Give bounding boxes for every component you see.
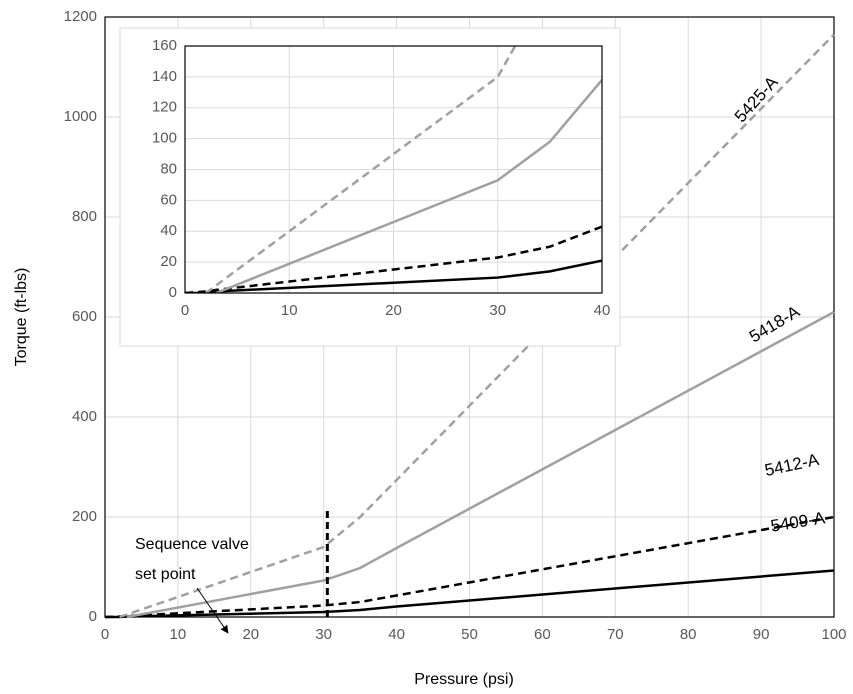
- y-tick-label: 0: [169, 284, 177, 301]
- series-label: 5425-A: [731, 72, 782, 126]
- series-line: [185, 259, 602, 293]
- x-tick-label: 40: [594, 302, 611, 319]
- y-tick-label: 160: [152, 37, 177, 54]
- x-tick-label: 10: [281, 302, 298, 319]
- y-tick-label: 0: [89, 608, 97, 625]
- annotation-text: Sequence valve: [135, 536, 249, 553]
- x-tick-label: 40: [388, 626, 405, 643]
- x-tick-label: 90: [753, 626, 770, 643]
- y-tick-label: 600: [72, 308, 97, 325]
- y-tick-label: 100: [152, 130, 177, 147]
- y-tick-label: 120: [152, 99, 177, 116]
- series-line: [215, 78, 602, 293]
- y-tick-label: 200: [72, 508, 97, 525]
- y-tick-label: 400: [72, 408, 97, 425]
- x-tick-label: 20: [242, 626, 259, 643]
- x-tick-label: 70: [607, 626, 624, 643]
- series-line: [119, 33, 835, 619]
- y-tick-label: 40: [160, 222, 177, 239]
- inset-border: [184, 45, 603, 294]
- x-tick-label: 10: [170, 626, 187, 643]
- plot-border: [104, 16, 835, 618]
- y-tick-label: 80: [160, 160, 177, 177]
- annotation-text: set point: [135, 566, 196, 583]
- y-tick-label: 800: [72, 208, 97, 225]
- x-tick-label: 80: [680, 626, 697, 643]
- y-tick-label: 1000: [64, 108, 97, 125]
- x-tick-label: 30: [315, 626, 332, 643]
- x-tick-label: 50: [461, 626, 478, 643]
- x-tick-label: 0: [101, 626, 109, 643]
- annotation-arrow: [196, 587, 229, 634]
- x-tick-label: 30: [489, 302, 506, 319]
- series-line: [126, 310, 835, 619]
- y-axis-label: Torque (ft-lbs): [13, 268, 30, 367]
- series-label: 5418-A: [746, 302, 803, 347]
- x-axis-label: Pressure (psi): [414, 671, 514, 688]
- series-label: 5409-A: [769, 508, 827, 535]
- y-tick-label: 1200: [64, 8, 97, 25]
- x-tick-label: 100: [821, 626, 846, 643]
- x-tick-label: 60: [534, 626, 551, 643]
- y-tick-label: 20: [160, 253, 177, 270]
- inset-box: [119, 27, 621, 347]
- x-tick-label: 20: [385, 302, 402, 319]
- x-tick-label: 0: [181, 302, 189, 319]
- y-tick-label: 60: [160, 191, 177, 208]
- series-label: 5412-A: [763, 450, 821, 480]
- y-tick-label: 140: [152, 68, 177, 85]
